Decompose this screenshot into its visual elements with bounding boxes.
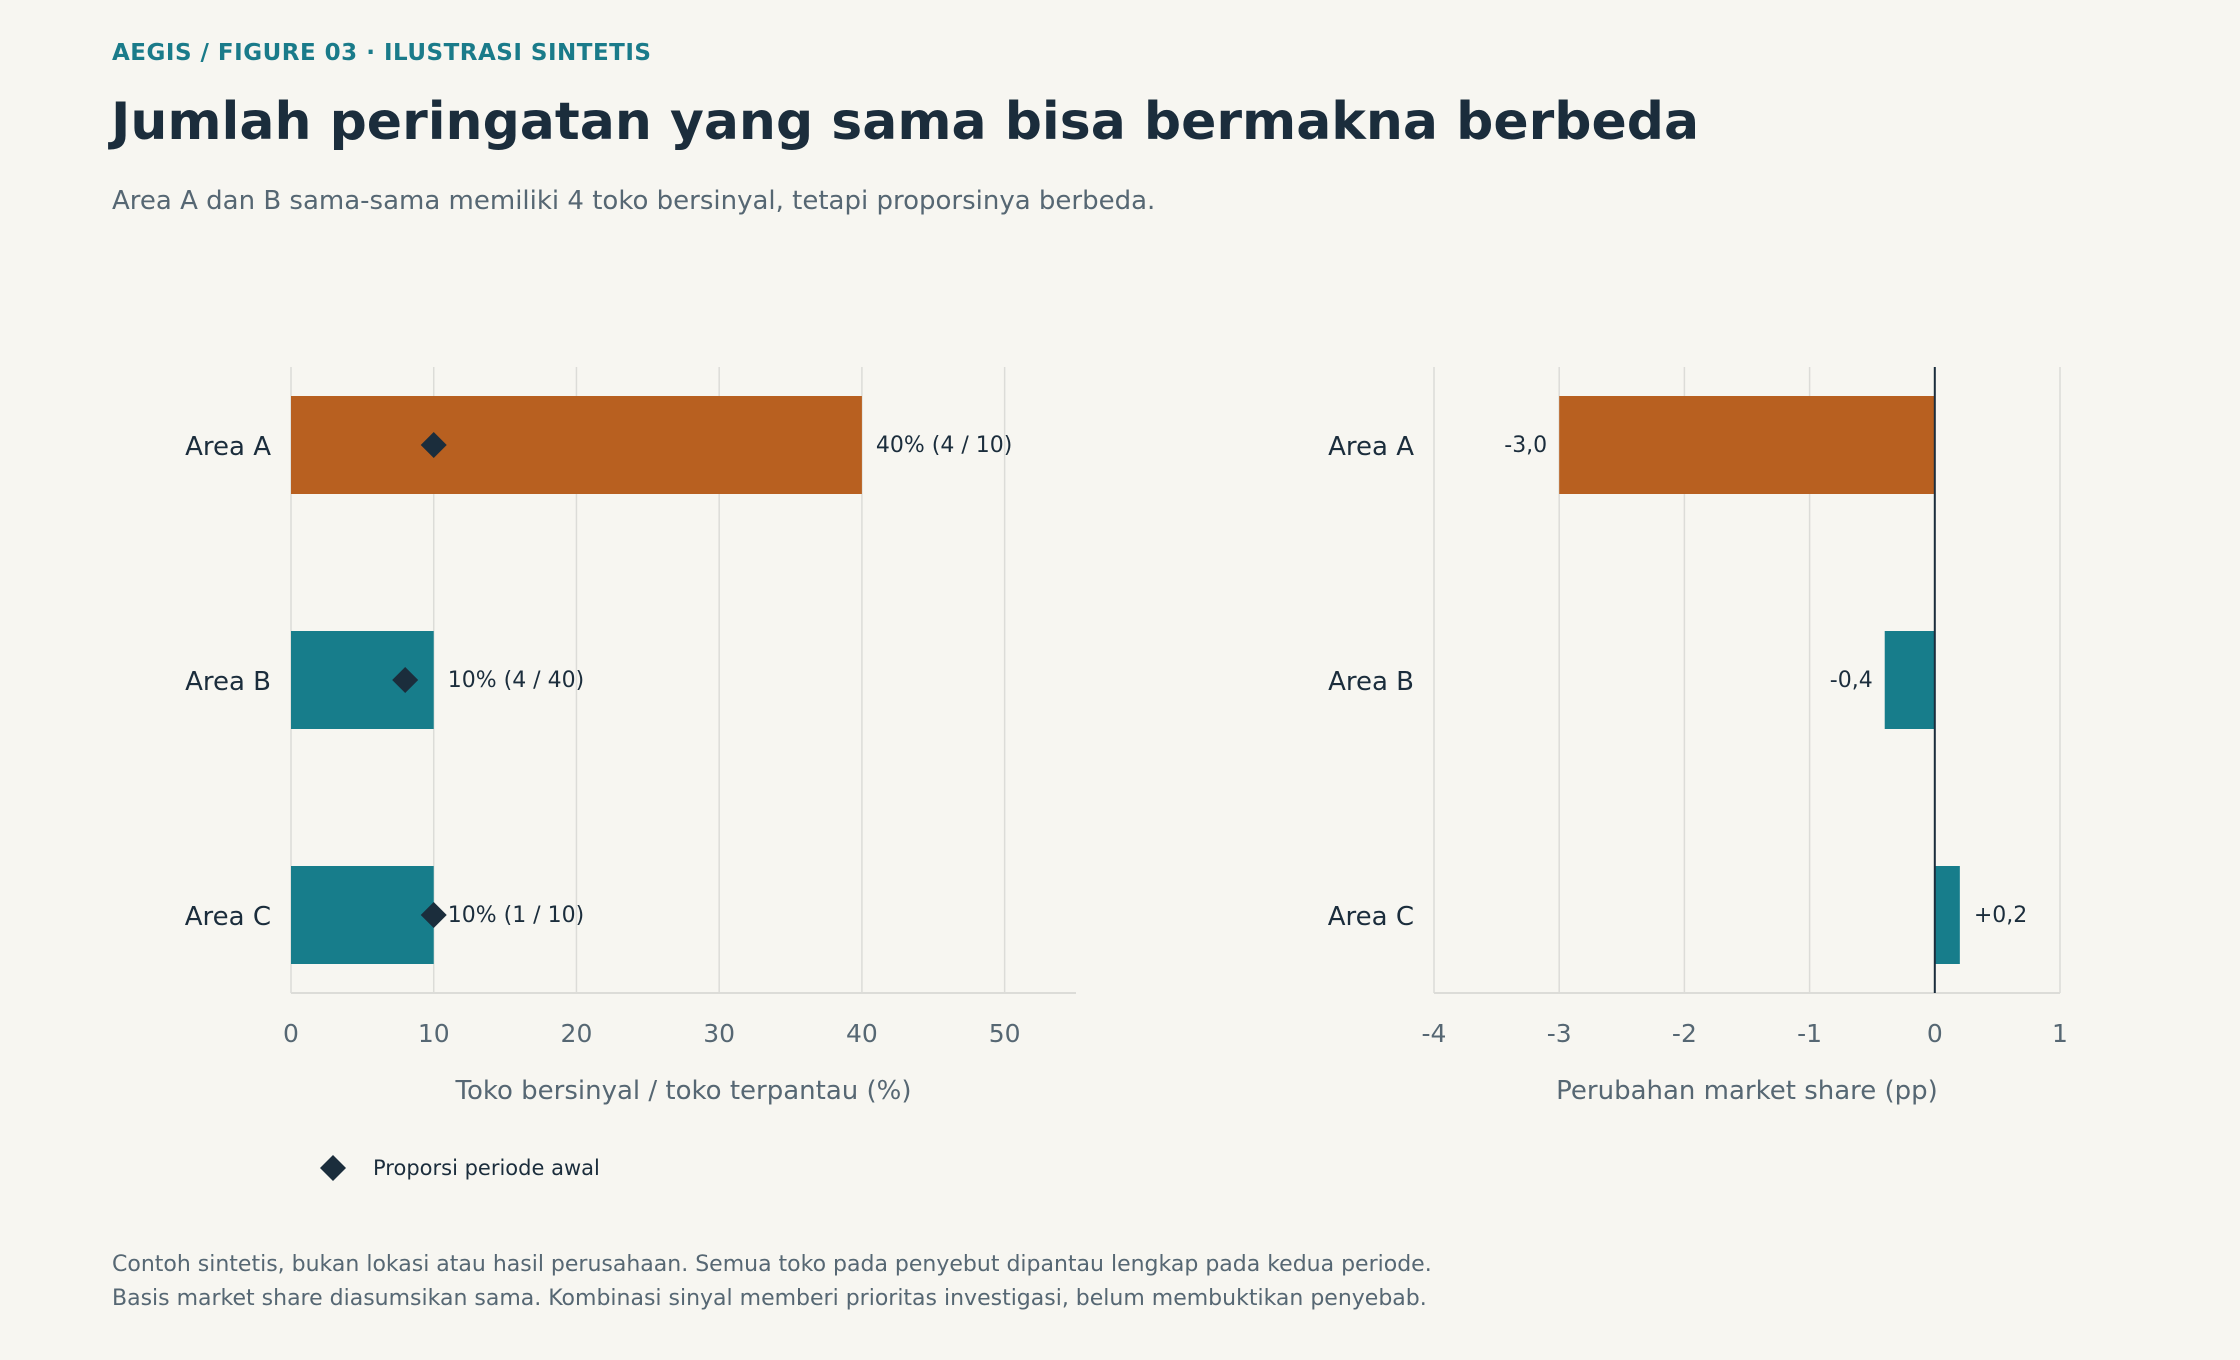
data-label: -3,0 bbox=[1504, 433, 1547, 458]
x-tick-label: 50 bbox=[989, 1019, 1021, 1048]
x-tick-label: -2 bbox=[1672, 1019, 1697, 1048]
category-label: Area B bbox=[185, 667, 271, 697]
x-tick-label: 10 bbox=[418, 1019, 450, 1048]
x-tick-label: 0 bbox=[283, 1019, 299, 1048]
market-share-change-chart: -4 -3 -2 -1 0 1 Perubahan market share (pp) Are… bbox=[1328, 367, 2068, 1106]
chart-legend: Proporsi periode awal bbox=[320, 1155, 600, 1181]
x-axis-label: Perubahan market share (pp) bbox=[1556, 1076, 1938, 1106]
footnote-line-1: Contoh sintetis, bukan lokasi atau hasil… bbox=[112, 1252, 1432, 1277]
bar bbox=[291, 866, 434, 964]
bar bbox=[291, 396, 862, 494]
bar bbox=[1934, 866, 1960, 964]
category-label: Area B bbox=[1328, 667, 1414, 697]
category-label: Area C bbox=[185, 902, 271, 932]
footnote-line-2: Basis market share diasumsikan sama. Kom… bbox=[112, 1286, 1427, 1311]
x-tick-label: 30 bbox=[703, 1019, 735, 1048]
category-label: Area A bbox=[185, 432, 271, 462]
x-tick-label: 0 bbox=[1927, 1019, 1943, 1048]
x-axis-label: Toko bersinyal / toko terpantau (%) bbox=[454, 1076, 911, 1106]
data-label: 10% (1 / 10) bbox=[448, 903, 584, 928]
legend-marker-diamond bbox=[320, 1155, 346, 1181]
category-label: Area A bbox=[1328, 432, 1414, 462]
footnote: Contoh sintetis, bukan lokasi atau hasil… bbox=[112, 1248, 1432, 1316]
data-label: 10% (4 / 40) bbox=[448, 668, 584, 693]
x-tick-label: 20 bbox=[561, 1019, 593, 1048]
x-tick-label: 1 bbox=[2052, 1019, 2068, 1048]
x-tick-label: 40 bbox=[846, 1019, 878, 1048]
category-label: Area C bbox=[1328, 902, 1414, 932]
data-label: -0,4 bbox=[1830, 668, 1873, 693]
marker-diamond bbox=[392, 667, 419, 693]
data-label: 40% (4 / 10) bbox=[876, 433, 1012, 458]
page-title: Jumlah peringatan yang sama bisa bermakn… bbox=[111, 92, 1700, 152]
bar bbox=[1559, 396, 1935, 494]
x-tick-label: -1 bbox=[1797, 1019, 1822, 1048]
x-tick-label: -4 bbox=[1422, 1019, 1447, 1048]
signal-proportion-chart: 0 10 20 30 40 50 Toko bersinyal / toko terpant… bbox=[185, 367, 1076, 1106]
marker-diamond bbox=[420, 432, 447, 458]
x-tick-label: -3 bbox=[1547, 1019, 1572, 1048]
page-subtitle: Area A dan B sama-sama memiliki 4 toko b… bbox=[112, 186, 1156, 216]
bar bbox=[1884, 631, 1935, 729]
marker-diamond bbox=[420, 902, 447, 928]
figure-kicker: AEGIS / FIGURE 03 · ILUSTRASI SINTETIS bbox=[112, 40, 652, 66]
data-label: +0,2 bbox=[1974, 903, 2027, 928]
legend-label: Proporsi periode awal bbox=[373, 1156, 600, 1180]
